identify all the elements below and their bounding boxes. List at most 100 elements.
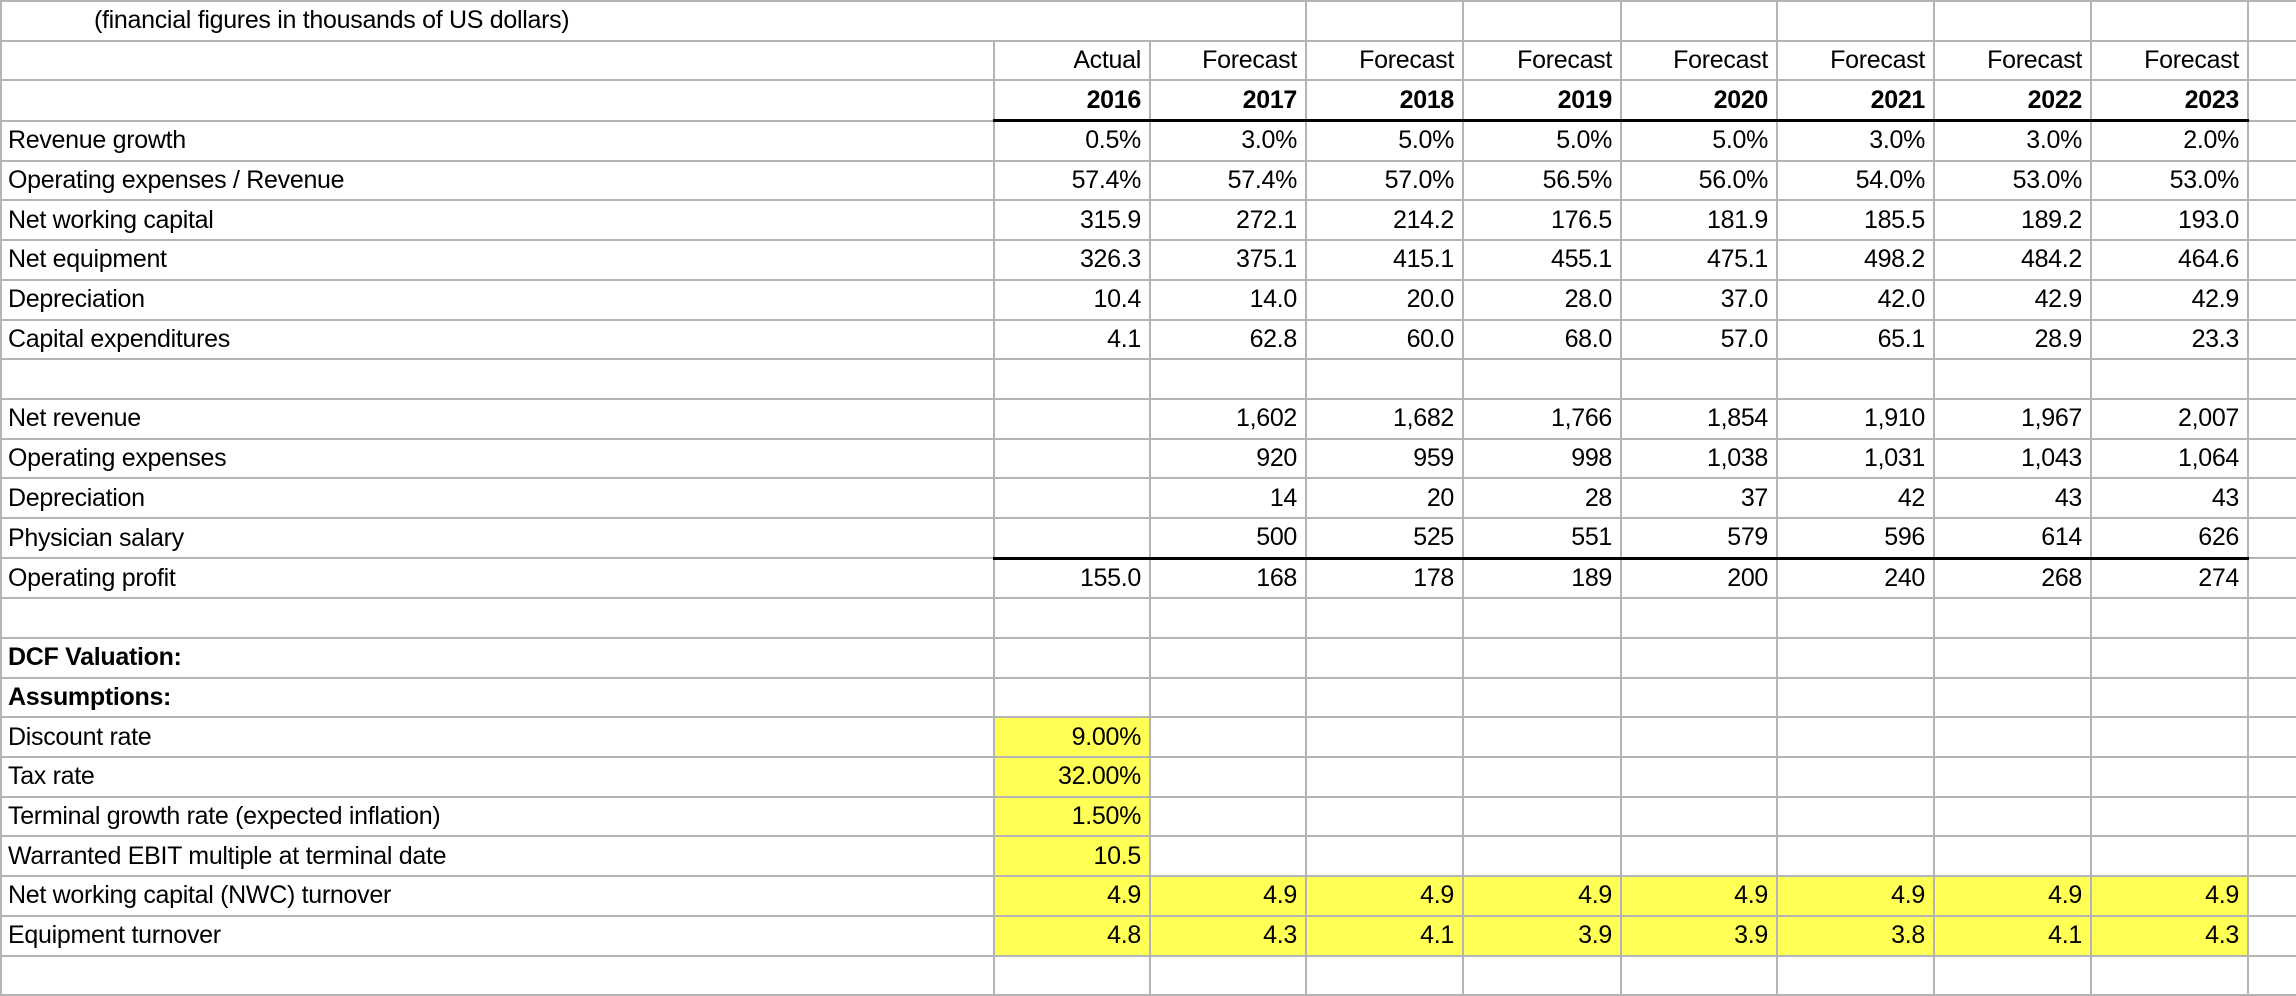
- value-cell[interactable]: 1,910: [1776, 397, 1936, 440]
- cell[interactable]: [2247, 557, 2296, 600]
- value-cell[interactable]: 200: [1620, 557, 1779, 600]
- row-label-cell[interactable]: [0, 954, 995, 996]
- cell[interactable]: [1305, 0, 1465, 42]
- cell[interactable]: [2247, 477, 2296, 519]
- row-label-cell[interactable]: Depreciation: [0, 278, 995, 321]
- row-label-cell[interactable]: Net revenue: [0, 397, 995, 440]
- value-cell[interactable]: [1462, 358, 1623, 400]
- value-cell[interactable]: 14: [1148, 477, 1308, 519]
- cell[interactable]: [2247, 39, 2296, 82]
- header-year-cell[interactable]: 2022: [1933, 79, 2093, 123]
- value-cell[interactable]: 28.0: [1462, 278, 1623, 321]
- value-cell[interactable]: [1933, 835, 2093, 878]
- row-label-cell[interactable]: Operating expenses / Revenue: [0, 159, 995, 202]
- value-cell[interactable]: 155.0: [993, 557, 1151, 600]
- cell[interactable]: [2247, 835, 2296, 878]
- value-cell[interactable]: 2,007: [2090, 397, 2250, 440]
- row-label-cell[interactable]: Net equipment: [0, 239, 995, 281]
- cell[interactable]: [1620, 0, 1779, 42]
- value-cell[interactable]: 56.5%: [1462, 159, 1623, 202]
- row-label-cell[interactable]: Warranted EBIT multiple at terminal date: [0, 835, 995, 878]
- header-year-cell[interactable]: 2016: [993, 79, 1151, 123]
- value-cell[interactable]: 178: [1305, 557, 1465, 600]
- value-cell[interactable]: 42.9: [2090, 278, 2250, 321]
- cell[interactable]: [2090, 0, 2250, 42]
- value-cell[interactable]: [1148, 756, 1308, 798]
- value-cell[interactable]: [2090, 716, 2250, 759]
- cell[interactable]: [2247, 795, 2296, 838]
- value-cell[interactable]: 60.0: [1305, 318, 1465, 361]
- cell[interactable]: [2247, 397, 2296, 440]
- value-cell[interactable]: 57.0: [1620, 318, 1779, 361]
- value-cell[interactable]: [1148, 637, 1308, 679]
- value-cell[interactable]: [1933, 954, 2093, 996]
- value-cell[interactable]: 4.9: [1462, 875, 1623, 917]
- value-cell[interactable]: 9.00%: [993, 716, 1151, 759]
- value-cell[interactable]: [1620, 716, 1779, 759]
- value-cell[interactable]: [1933, 756, 2093, 798]
- header-year-cell[interactable]: 2017: [1148, 79, 1308, 123]
- cell[interactable]: [2247, 875, 2296, 917]
- value-cell[interactable]: 4.8: [993, 914, 1151, 957]
- row-label-cell[interactable]: Discount rate: [0, 716, 995, 759]
- value-cell[interactable]: [1148, 835, 1308, 878]
- value-cell[interactable]: 274: [2090, 557, 2250, 600]
- value-cell[interactable]: 32.00%: [993, 756, 1151, 798]
- header-type-cell[interactable]: Forecast: [1776, 39, 1936, 82]
- cell[interactable]: [2247, 954, 2296, 996]
- value-cell[interactable]: [993, 954, 1151, 996]
- header-type-cell[interactable]: Forecast: [2090, 39, 2250, 82]
- header-type-cell[interactable]: Forecast: [1620, 39, 1779, 82]
- value-cell[interactable]: 1,682: [1305, 397, 1465, 440]
- header-year-cell[interactable]: 2021: [1776, 79, 1936, 123]
- value-cell[interactable]: 53.0%: [1933, 159, 2093, 202]
- value-cell[interactable]: [1305, 637, 1465, 679]
- value-cell[interactable]: 3.0%: [1148, 119, 1308, 162]
- value-cell[interactable]: 57.4%: [1148, 159, 1308, 202]
- value-cell[interactable]: 28.9: [1933, 318, 2093, 361]
- value-cell[interactable]: 498.2: [1776, 239, 1936, 281]
- value-cell[interactable]: [1462, 756, 1623, 798]
- value-cell[interactable]: 185.5: [1776, 199, 1936, 242]
- value-cell[interactable]: 57.4%: [993, 159, 1151, 202]
- value-cell[interactable]: [993, 597, 1151, 639]
- value-cell[interactable]: 65.1: [1776, 318, 1936, 361]
- header-type-cell[interactable]: Forecast: [1148, 39, 1308, 82]
- header-year-cell[interactable]: 2020: [1620, 79, 1779, 123]
- value-cell[interactable]: [1305, 597, 1465, 639]
- value-cell[interactable]: 484.2: [1933, 239, 2093, 281]
- value-cell[interactable]: 4.1: [1305, 914, 1465, 957]
- value-cell[interactable]: [1462, 637, 1623, 679]
- cell[interactable]: [1776, 0, 1936, 42]
- row-label-cell[interactable]: Operating profit: [0, 557, 995, 600]
- cell[interactable]: [2247, 79, 2296, 122]
- value-cell[interactable]: 189.2: [1933, 199, 2093, 242]
- row-label-cell[interactable]: Equipment turnover: [0, 914, 995, 957]
- cell[interactable]: [2247, 119, 2296, 162]
- value-cell[interactable]: 181.9: [1620, 199, 1779, 242]
- value-cell[interactable]: [1776, 795, 1936, 838]
- value-cell[interactable]: [1148, 954, 1308, 996]
- row-label-cell[interactable]: Capital expenditures: [0, 318, 995, 361]
- cell[interactable]: [2247, 914, 2296, 957]
- value-cell[interactable]: [993, 358, 1151, 400]
- header-type-cell[interactable]: Forecast: [1933, 39, 2093, 82]
- value-cell[interactable]: 2.0%: [2090, 119, 2250, 162]
- value-cell[interactable]: [1462, 676, 1623, 719]
- value-cell[interactable]: [993, 516, 1151, 560]
- row-label-cell[interactable]: Revenue growth: [0, 119, 995, 162]
- value-cell[interactable]: 43: [1933, 477, 2093, 519]
- value-cell[interactable]: 1,064: [2090, 437, 2250, 480]
- value-cell[interactable]: [993, 477, 1151, 519]
- value-cell[interactable]: 0.5%: [993, 119, 1151, 162]
- value-cell[interactable]: [1933, 597, 2093, 639]
- cell[interactable]: [2247, 0, 2296, 42]
- value-cell[interactable]: 315.9: [993, 199, 1151, 242]
- value-cell[interactable]: 14.0: [1148, 278, 1308, 321]
- value-cell[interactable]: 3.9: [1620, 914, 1779, 957]
- value-cell[interactable]: 4.9: [1776, 875, 1936, 917]
- value-cell[interactable]: [2090, 358, 2250, 400]
- title-cell[interactable]: (financial figures in thousands of US do…: [0, 0, 1308, 42]
- cell[interactable]: [2247, 437, 2296, 480]
- value-cell[interactable]: 1,967: [1933, 397, 2093, 440]
